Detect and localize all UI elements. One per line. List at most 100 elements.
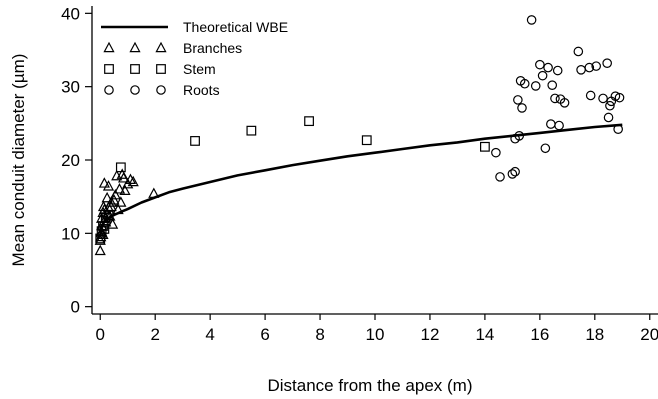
branches-point [109, 188, 121, 200]
legend-marker-stem [156, 64, 166, 74]
roots-point [559, 98, 570, 108]
legend-marker-branches [103, 41, 115, 53]
legend-marker-stem [104, 64, 114, 74]
branches-point [108, 194, 120, 205]
x-axis-title: Distance from the apex (m) [267, 376, 472, 395]
x-tick-label: 4 [205, 325, 214, 344]
branches-point [102, 180, 115, 191]
x-tick-label: 18 [585, 325, 604, 344]
stem-point [100, 212, 111, 223]
legend-marker-stem [130, 64, 140, 74]
branches-point [96, 219, 108, 231]
y-axis-title: Mean conduit diameter (µm) [9, 54, 28, 267]
branches-point [94, 244, 106, 256]
x-ticks: 0 2 4 6 8 10 12 14 16 18 20 [96, 314, 658, 344]
roots-point [552, 65, 563, 76]
roots-point [584, 62, 595, 73]
y-tick-label: 10 [61, 224, 80, 243]
stem-point [103, 210, 114, 220]
stem-point [96, 226, 107, 237]
roots-point [514, 131, 525, 141]
roots-point [491, 147, 501, 158]
roots-point [519, 78, 530, 89]
roots-point [603, 112, 614, 123]
stem-point [480, 141, 490, 152]
stem-point [304, 116, 314, 127]
roots-point [530, 81, 541, 91]
roots-point [540, 143, 551, 154]
stem-point [246, 125, 257, 136]
stem-point [95, 233, 106, 244]
stem-point [190, 136, 200, 146]
branches-point [101, 191, 113, 203]
legend-label-roots: Roots [183, 82, 220, 98]
x-tick-label: 20 [640, 325, 658, 344]
legend-marker-roots [156, 85, 166, 95]
branches-point [98, 177, 110, 188]
branches-point [97, 200, 110, 212]
branches-point [115, 196, 127, 207]
roots-point [573, 46, 584, 57]
branches-point [112, 203, 124, 215]
roots-point [517, 103, 527, 113]
legend-marker-branches [129, 41, 141, 53]
branches-point [117, 172, 130, 183]
roots-point [535, 59, 545, 70]
branches-point [113, 183, 126, 194]
y-tick-label: 30 [61, 78, 80, 97]
roots-point [537, 70, 548, 81]
legend-marker-roots [104, 85, 114, 95]
roots-point [614, 92, 625, 103]
plot-frame [91, 6, 658, 315]
roots-point [543, 62, 553, 73]
data-marks [94, 15, 625, 256]
y-tick-label: 0 [71, 298, 80, 317]
legend-label-theoretical-wbe: Theoretical WBE [183, 19, 288, 35]
legend-marker-roots [130, 85, 140, 95]
branches-point [95, 230, 107, 242]
x-tick-label: 8 [315, 325, 324, 344]
roots-point [591, 61, 601, 71]
y-ticks: 0 10 20 30 40 [61, 4, 92, 317]
roots-point [547, 80, 558, 90]
branches-point [119, 184, 131, 195]
branches-point [105, 196, 117, 207]
x-tick-label: 12 [420, 325, 439, 344]
legend: Theoretical WBE Branches Stem Roots [101, 19, 288, 98]
stem-point [361, 135, 372, 146]
roots-point [546, 119, 556, 129]
roots-point [605, 100, 615, 111]
legend-label-branches: Branches [183, 40, 242, 56]
legend-label-stem: Stem [183, 61, 216, 77]
roots-point [598, 93, 608, 104]
roots-point [510, 166, 520, 177]
y-tick-label: 40 [61, 4, 80, 23]
roots-point [513, 95, 523, 105]
wbe-curve [98, 123, 623, 234]
stem-point [99, 224, 110, 234]
roots-point [507, 169, 518, 179]
roots-point [585, 90, 596, 101]
roots-point [613, 124, 623, 134]
roots-point [576, 65, 586, 75]
branches-point [94, 234, 106, 245]
branches-point [127, 175, 139, 187]
legend-marker-branches [155, 41, 167, 53]
x-tick-label: 6 [260, 325, 269, 344]
roots-point [550, 93, 560, 104]
y-tick-label: 20 [61, 151, 80, 170]
branches-point [107, 218, 119, 229]
x-tick-label: 0 [96, 325, 105, 344]
x-tick-label: 14 [475, 325, 494, 344]
x-tick-label: 2 [150, 325, 159, 344]
roots-point [602, 58, 612, 68]
roots-point [610, 91, 621, 101]
x-tick-label: 10 [366, 325, 385, 344]
roots-point [526, 15, 537, 25]
x-tick-label: 16 [530, 325, 549, 344]
roots-point [495, 172, 505, 182]
roots-point [554, 120, 564, 131]
stem-point [115, 162, 126, 173]
branches-point [148, 187, 160, 198]
